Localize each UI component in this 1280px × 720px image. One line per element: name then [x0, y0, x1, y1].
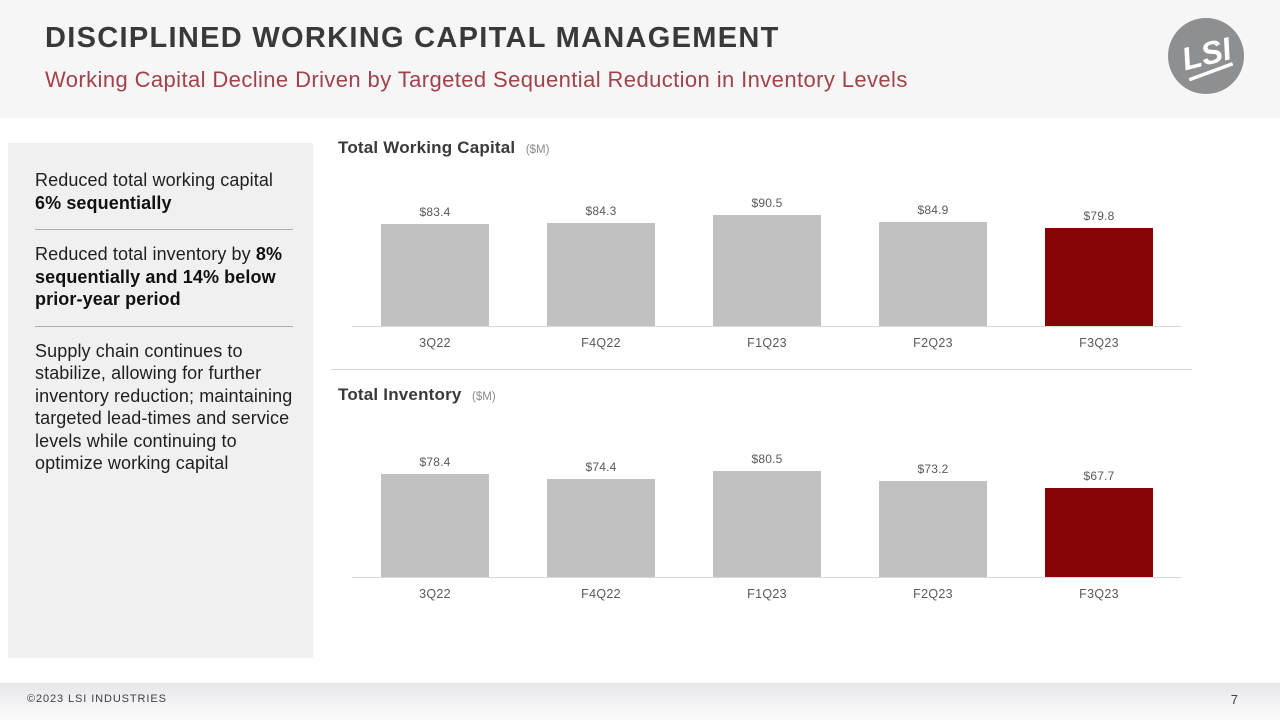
x-axis-label-f3q23: F3Q23 [1079, 336, 1119, 350]
x-axis-label-f1q23: F1Q23 [747, 587, 787, 601]
bar-column-3q22: $83.4 [352, 192, 518, 326]
x-axis-label-3q22: 3Q22 [419, 336, 451, 350]
x-axis-label-f1q23: F1Q23 [747, 336, 787, 350]
page-title: DISCIPLINED WORKING CAPITAL MANAGEMENT [45, 22, 780, 54]
bar-column-f2q23: $73.2 [850, 443, 1016, 577]
bar-column-f1q23: $80.5 [684, 443, 850, 577]
chart-title: Total Working Capital [338, 138, 516, 157]
bar-f2q23 [879, 481, 987, 577]
chart-title-row: Total Inventory ($M) [338, 385, 496, 405]
bar-value-label: $90.5 [751, 196, 783, 210]
bar-column-f2q23: $84.9 [850, 192, 1016, 326]
chart-unit-label: ($M) [525, 144, 550, 156]
bar-f4q22 [547, 479, 655, 577]
bar-f1q23 [713, 471, 821, 577]
x-axis-label-f4q22: F4Q22 [581, 587, 621, 601]
chart-title: Total Inventory [338, 385, 462, 404]
bar-3q22 [381, 224, 489, 326]
bar-value-label: $79.8 [1083, 209, 1115, 223]
page-subtitle: Working Capital Decline Driven by Target… [45, 67, 908, 92]
bar-column-f4q22: $74.4 [518, 443, 684, 577]
bar-f2q23 [879, 222, 987, 326]
bar-value-label: $84.9 [917, 203, 949, 217]
page-number: 7 [1230, 692, 1238, 707]
inventory-chart: Total Inventory ($M) $78.4 $74.4 $80.5 $73.… [338, 385, 1192, 610]
footer-band: ©2023 LSI INDUSTRIES 7 [0, 683, 1280, 720]
bullet-text-segment: Reduced total inventory by [35, 244, 256, 264]
working-capital-chart: Total Working Capital ($M) $83.4 $84.3 $90… [338, 138, 1192, 363]
bar-value-label: $83.4 [419, 205, 451, 219]
chart-title-row: Total Working Capital ($M) [338, 138, 549, 158]
x-axis-label-f2q23: F2Q23 [913, 587, 953, 601]
lsi-logo-icon: LSI [1168, 18, 1244, 94]
bar-column-f4q22: $84.3 [518, 192, 684, 326]
bar-value-label: $84.3 [585, 204, 617, 218]
bar-value-label: $74.4 [585, 460, 617, 474]
chart-section-divider [331, 369, 1192, 370]
x-axis-label-3q22: 3Q22 [419, 587, 451, 601]
bar-column-f3q23: $67.7 [1016, 443, 1182, 577]
bullet-text-segment: Reduced total working capital [35, 170, 274, 190]
bar-plot: $83.4 $84.3 $90.5 $84.9 $79.8 [352, 192, 1182, 327]
sidebar-bullet-2: Reduced total inventory by 8% sequential… [35, 243, 293, 327]
bar-f3q23 [1045, 488, 1153, 577]
bar-value-label: $73.2 [917, 462, 949, 476]
bar-f1q23 [713, 215, 821, 326]
bullet-text-segment: Supply chain continues to stabilize, all… [35, 340, 293, 474]
bar-column-f1q23: $90.5 [684, 192, 850, 326]
takeaways-panel: Reduced total working capital 6% sequent… [8, 143, 313, 658]
bar-value-label: $80.5 [751, 452, 783, 466]
bar-column-f3q23: $79.8 [1016, 192, 1182, 326]
bullet-text-segment: 6% sequentially [35, 192, 172, 213]
header-band: DISCIPLINED WORKING CAPITAL MANAGEMENT W… [0, 0, 1280, 118]
x-axis-label-f4q22: F4Q22 [581, 336, 621, 350]
lsi-logo-svg: LSI [1168, 18, 1244, 94]
bar-3q22 [381, 474, 489, 577]
bar-value-label: $67.7 [1083, 469, 1115, 483]
bar-value-label: $78.4 [419, 455, 451, 469]
bar-f4q22 [547, 223, 655, 326]
sidebar-bullet-1: Reduced total working capital 6% sequent… [35, 169, 293, 230]
x-axis-label-f3q23: F3Q23 [1079, 587, 1119, 601]
bar-plot: $78.4 $74.4 $80.5 $73.2 $67.7 [352, 443, 1182, 578]
x-axis-labels: 3Q22 F4Q22 F1Q23 F2Q23 F3Q23 [352, 587, 1182, 601]
bar-f3q23 [1045, 228, 1153, 326]
copyright-text: ©2023 LSI INDUSTRIES [27, 693, 167, 705]
bullet-text-segment: 8% sequentially and 14% below prior-year… [35, 244, 283, 309]
sidebar-bullet-3: Supply chain continues to stabilize, all… [35, 340, 293, 490]
x-axis-label-f2q23: F2Q23 [913, 336, 953, 350]
chart-unit-label: ($M) [472, 391, 496, 403]
bar-column-3q22: $78.4 [352, 443, 518, 577]
x-axis-labels: 3Q22 F4Q22 F1Q23 F2Q23 F3Q23 [352, 336, 1182, 350]
